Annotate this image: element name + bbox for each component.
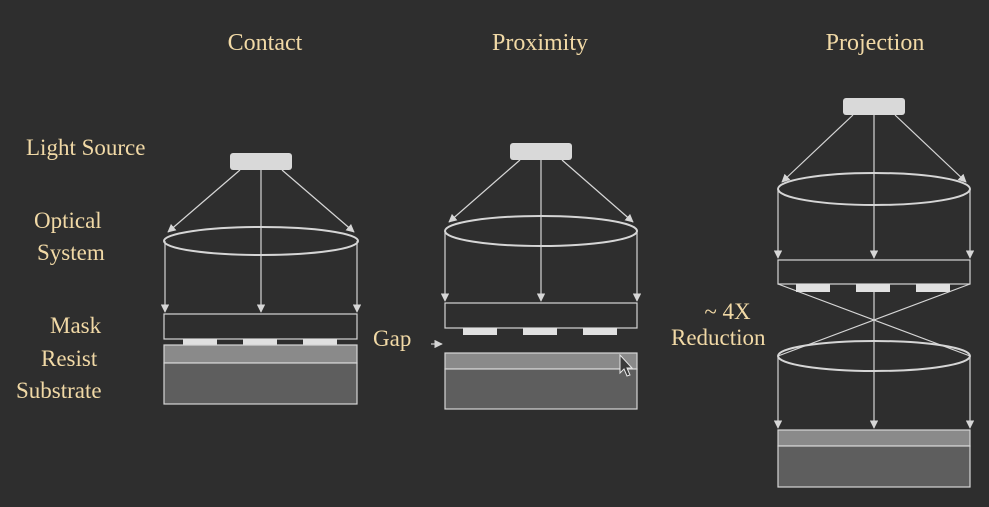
projection-ray-right (894, 114, 967, 183)
title-proximity: Proximity (491, 30, 588, 56)
contact-resist (163, 344, 358, 364)
contact-mask-chrome-2 (243, 339, 277, 345)
proximity-mask-chrome-2 (523, 328, 557, 335)
proximity-substrate (444, 368, 638, 410)
proximity-light-source (510, 143, 572, 160)
projection-mask (777, 259, 971, 285)
projection-setup (773, 98, 975, 488)
title-projection: Projection (825, 30, 925, 56)
contact-ray-right (281, 169, 355, 233)
contact-light-source (230, 153, 292, 170)
label-reduction-factor: ~ 4X (704, 299, 751, 324)
label-resist: Resist (41, 346, 98, 371)
proximity-mask-pattern (463, 328, 617, 335)
label-substrate: Substrate (16, 378, 102, 403)
proximity-mask-chrome-1 (463, 328, 497, 335)
mouse-cursor-icon (619, 353, 634, 377)
contact-mask-chrome-3 (303, 339, 337, 345)
contact-mask-pattern (183, 339, 337, 345)
proximity-ray-right (561, 159, 634, 223)
proximity-mask (444, 302, 638, 329)
contact-optical-lens (163, 226, 359, 256)
contact-ray-left (167, 169, 241, 233)
projection-mask-chrome-3 (916, 284, 950, 292)
projection-mask-pattern (796, 284, 950, 292)
proximity-setup (431, 143, 642, 410)
label-optical: Optical (34, 208, 102, 233)
proximity-mask-chrome-3 (583, 328, 617, 335)
title-contact: Contact (227, 30, 303, 56)
projection-mask-chrome-2 (856, 284, 890, 292)
proximity-resist (444, 352, 638, 370)
label-reduction: Reduction (671, 325, 766, 350)
contact-substrate (163, 362, 358, 405)
label-light-source: Light Source (26, 135, 146, 160)
projection-substrate (777, 445, 971, 488)
projection-resist (777, 429, 971, 447)
label-gap: Gap (373, 326, 412, 351)
contact-mask (163, 313, 358, 340)
label-system: System (37, 240, 105, 265)
projection-ray-left (781, 114, 854, 183)
projection-light-source (843, 98, 905, 115)
contact-setup (160, 153, 362, 405)
label-mask: Mask (50, 313, 102, 338)
proximity-ray-left (448, 159, 521, 223)
contact-mask-chrome-1 (183, 339, 217, 345)
projection-mask-chrome-1 (796, 284, 830, 292)
